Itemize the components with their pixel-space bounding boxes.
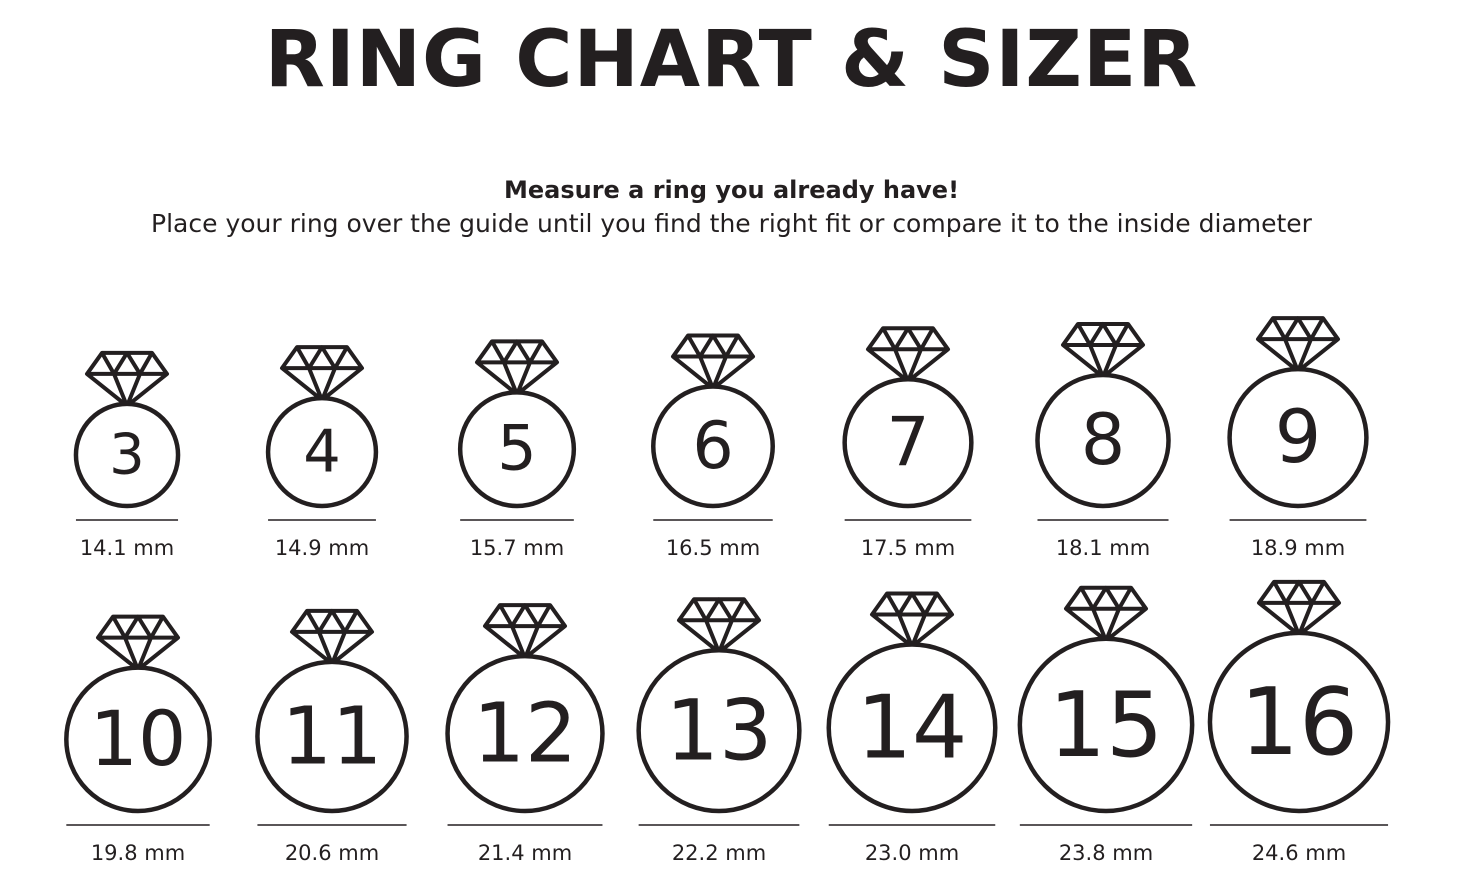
ring-size-8: 8 18.1 mm: [1035, 321, 1171, 560]
ring-circle: [1035, 372, 1171, 509]
ring-size-number: 9: [1275, 395, 1321, 480]
diameter-label: 16.5 mm: [666, 536, 760, 560]
ring-circle: [73, 401, 181, 509]
ring-size-13: 13 22.2 mm: [636, 597, 802, 865]
instructions: Place your ring over the guide until you…: [151, 209, 1312, 238]
diameter-label: 23.8 mm: [1059, 841, 1153, 865]
ring-circle: [826, 642, 998, 814]
ring-circle: [64, 665, 212, 814]
ring-size-15: 15 23.8 mm: [1017, 585, 1195, 865]
ring-size-number: 16: [1240, 668, 1358, 776]
subtitle: Measure a ring you already have!: [503, 176, 960, 204]
ring-size-number: 12: [473, 686, 577, 781]
diamond-icon: [870, 591, 954, 649]
ring-circle: [265, 395, 379, 509]
ring-circle: [1017, 636, 1195, 814]
ring-size-number: 8: [1081, 399, 1126, 481]
ring-circle: [445, 653, 605, 814]
ring-circle: [457, 390, 577, 509]
ring-size-number: 10: [90, 694, 187, 783]
diamond-icon: [96, 614, 180, 672]
ring-circle: [1227, 366, 1369, 509]
ring-size-number: 4: [303, 416, 341, 485]
ring-size-9: 9 18.9 mm: [1227, 316, 1369, 560]
ring-circle: [636, 648, 802, 814]
diameter-label: 18.9 mm: [1251, 536, 1345, 560]
ring-size-16: 16 24.6 mm: [1207, 579, 1391, 865]
ring-circle: [842, 377, 974, 509]
ring-size-number: 15: [1049, 673, 1164, 778]
ring-size-5: 5 15.7 mm: [457, 339, 577, 560]
ring-size-14: 14 23.0 mm: [826, 591, 998, 865]
diamond-icon: [1256, 316, 1340, 374]
diamond-icon: [677, 597, 761, 655]
diameter-label: 21.4 mm: [478, 841, 572, 865]
ring-size-3: 3 14.1 mm: [73, 350, 181, 560]
diamond-icon: [290, 608, 374, 666]
diameter-label: 19.8 mm: [91, 841, 185, 865]
ring-size-number: 14: [857, 677, 968, 779]
diamond-icon: [1064, 585, 1148, 643]
ring-size-number: 5: [497, 412, 536, 485]
ring-size-7: 7 17.5 mm: [842, 326, 974, 560]
diamond-icon: [280, 345, 364, 403]
ring-size-11: 11 20.6 mm: [255, 608, 409, 865]
ring-size-10: 10 19.8 mm: [64, 614, 212, 865]
diameter-label: 18.1 mm: [1056, 536, 1150, 560]
diamond-icon: [85, 350, 169, 408]
ring-size-number: 11: [282, 690, 383, 782]
ring-size-4: 4 14.9 mm: [265, 345, 379, 560]
diameter-label: 22.2 mm: [672, 841, 766, 865]
diamond-icon: [1257, 579, 1341, 637]
diameter-label: 23.0 mm: [865, 841, 959, 865]
ring-circle: [255, 659, 409, 814]
diameter-label: 20.6 mm: [285, 841, 379, 865]
page-title: RING CHART & SIZER: [264, 15, 1199, 105]
diameter-label: 24.6 mm: [1252, 841, 1346, 865]
ring-size-number: 7: [886, 403, 929, 482]
diamond-icon: [475, 339, 559, 397]
ring-size-number: 3: [109, 422, 145, 487]
diamond-icon: [483, 603, 567, 661]
diameter-label: 14.1 mm: [80, 536, 174, 560]
ring-size-6: 6 16.5 mm: [651, 333, 775, 560]
ring-size-number: 6: [692, 409, 733, 484]
diamond-icon: [866, 326, 950, 384]
ring-circle: [1207, 630, 1391, 814]
diameter-label: 14.9 mm: [275, 536, 369, 560]
ring-size-12: 12 21.4 mm: [445, 603, 605, 865]
diamond-icon: [1061, 321, 1145, 379]
diameter-label: 15.7 mm: [470, 536, 564, 560]
ring-size-number: 13: [666, 682, 773, 780]
diamond-icon: [671, 333, 755, 391]
diameter-label: 17.5 mm: [861, 536, 955, 560]
ring-circle: [651, 384, 775, 509]
